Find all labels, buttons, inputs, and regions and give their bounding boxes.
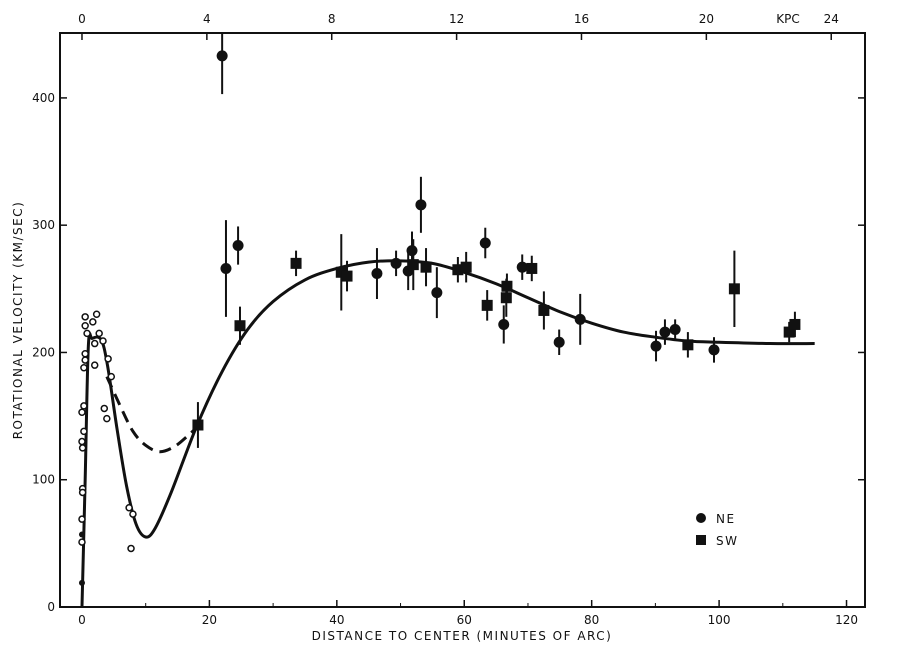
inner-open-point (80, 427, 88, 436)
ne-point (220, 262, 232, 274)
inner-open-point (81, 321, 89, 330)
sw-point (234, 320, 246, 332)
top-tick-label: 4 (203, 12, 211, 26)
inner-open-point (78, 437, 86, 446)
y-tick-label: 100 (32, 473, 55, 487)
sw-point (501, 280, 513, 292)
top-tick-label: 20 (699, 12, 714, 26)
top-tick-label: 24 (824, 12, 839, 26)
x-tick-label: 0 (78, 613, 86, 627)
sw-point (192, 419, 204, 431)
inner-filled-point (78, 531, 85, 538)
inner-open-point (81, 356, 89, 364)
ne-point (650, 340, 662, 352)
ne-point (708, 344, 720, 356)
alternate-inner-fit (105, 376, 199, 454)
top-axis-unit-label: KPC (776, 12, 799, 26)
legend-sw-label: SW (716, 534, 738, 548)
ne-point (216, 50, 228, 62)
inner-open-point (107, 372, 116, 381)
ne-point (431, 287, 443, 299)
x-tick-label: 120 (835, 613, 858, 627)
sw-point (682, 339, 694, 351)
sw-point (290, 257, 302, 269)
sw-point (452, 264, 464, 276)
x-tick-label: 80 (584, 613, 599, 627)
x-tick-label: 100 (708, 613, 731, 627)
inner-open-point (103, 414, 111, 423)
inner-open-point (78, 408, 86, 417)
top-tick-label: 8 (328, 12, 336, 26)
inner-open-point (95, 329, 103, 338)
ne-point (498, 318, 510, 330)
sw-point (460, 261, 472, 273)
top-tick-label: 0 (78, 12, 86, 26)
inner-open-point (129, 510, 137, 518)
sw-point (728, 283, 740, 295)
inner-open-point (89, 318, 97, 326)
ne-point (574, 313, 586, 325)
inner-open-point (80, 402, 88, 410)
sw-point (481, 299, 493, 311)
sw-point (420, 261, 432, 273)
inner-open-point (99, 337, 107, 345)
inner-open-point (78, 444, 87, 452)
sw-point (783, 326, 795, 338)
legend-ne-label: NE (716, 512, 736, 526)
ne-point (516, 261, 528, 273)
y-tick-label: 200 (32, 345, 55, 359)
inner-open-point (83, 329, 91, 338)
inner-filled-point (78, 579, 85, 586)
top-tick-label: 12 (449, 12, 464, 26)
legend: NE SW (696, 512, 738, 548)
ne-point (371, 268, 383, 280)
x-tick-label: 60 (457, 613, 472, 627)
inner-open-point (100, 404, 109, 413)
sw-point (538, 304, 550, 316)
ne-point (669, 324, 681, 336)
ne-point (659, 326, 671, 338)
axes: 0 20 40 60 80 100 120 0 100 200 300 400 0 4 8 12 16 20 24 (32, 12, 866, 627)
inner-open-point (127, 544, 135, 553)
x-tick-label: 20 (202, 613, 217, 627)
inner-open-point (78, 488, 87, 497)
ne-point (553, 336, 565, 348)
y-tick-label: 300 (32, 218, 55, 232)
sw-point (407, 259, 419, 271)
fit-curves (80, 259, 815, 608)
rotation-curve-fit (80, 259, 815, 608)
inner-open-point (92, 310, 101, 319)
sw-point (526, 262, 538, 274)
x-axis-label: DISTANCE TO CENTER (MINUTES OF ARC) (312, 629, 613, 643)
plot-frame (59, 32, 866, 608)
legend-sw-marker (696, 535, 706, 545)
legend-ne-marker (696, 513, 706, 523)
inner-open-point (90, 339, 99, 348)
ne-point (479, 237, 491, 249)
inner-open-point (125, 503, 133, 512)
ne-point (415, 199, 427, 211)
ne-point (390, 257, 402, 269)
ne-point (406, 245, 418, 257)
inner-open-point (104, 355, 112, 363)
sw-point (335, 266, 347, 278)
y-tick-label: 400 (32, 91, 55, 105)
inner-open-point (80, 363, 88, 372)
inner-open-point (78, 538, 86, 546)
top-tick-label: 16 (574, 12, 589, 26)
inner-open-point (81, 313, 89, 321)
inner-open-point (78, 515, 86, 523)
data-points (78, 33, 801, 586)
inner-open-point (90, 361, 99, 369)
inner-open-point (81, 349, 89, 358)
sw-point (341, 270, 353, 282)
y-tick-label: 0 (47, 600, 55, 614)
sw-point (789, 318, 801, 330)
y-axis-label: ROTATIONAL VELOCITY (KM/SEC) (11, 201, 25, 440)
x-tick-label: 40 (329, 613, 344, 627)
ne-point (232, 240, 244, 252)
